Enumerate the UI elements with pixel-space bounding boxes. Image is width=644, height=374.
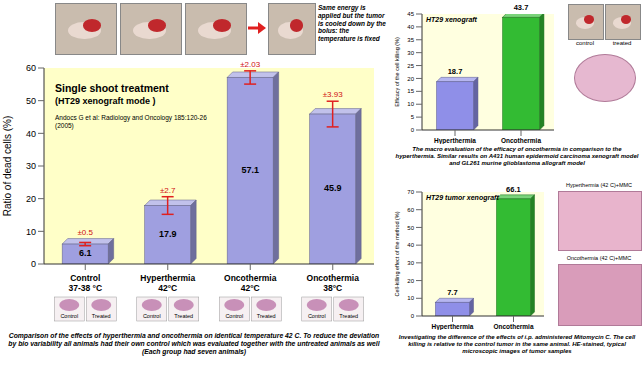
svg-text:66.1: 66.1 [506,185,521,194]
svg-text:Control: Control [60,313,78,319]
html-text:control: control [576,40,594,46]
html-text:Comparison of the effects of h: Comparison of the effects of hyperthermi… [8,332,380,356]
html-text:HT29 xenograft: HT29 xenograft [426,16,477,23]
svg-text:50: 50 [407,225,414,231]
html-text:Hyperthermia (42 C)+MMC: Hyperthermia (42 C)+MMC [565,182,633,188]
svg-text:60: 60 [26,63,36,73]
svg-text:10: 10 [407,295,414,301]
svg-text:40: 40 [407,242,414,248]
svg-text:Treated: Treated [339,313,358,319]
svg-text:25: 25 [407,63,414,69]
svg-text:Hyperthermia: Hyperthermia [434,137,476,144]
svg-text:Oncothermia: Oncothermia [501,137,541,144]
svg-text:70: 70 [407,189,414,195]
svg-text:43.7: 43.7 [514,3,529,12]
svg-text:7.7: 7.7 [447,288,457,297]
svg-text:0: 0 [411,127,415,133]
svg-text:42°C: 42°C [241,283,260,293]
svg-text:10: 10 [26,227,36,237]
svg-text:30: 30 [407,50,414,56]
svg-text:20: 20 [407,278,414,284]
svg-text:57.1: 57.1 [241,165,259,175]
svg-text:Oncothermia: Oncothermia [307,273,360,283]
svg-text:Control: Control [143,313,161,319]
svg-text:45: 45 [407,11,414,17]
svg-text:6.1: 6.1 [79,248,92,258]
svg-text:±0.5: ±0.5 [77,228,93,237]
html-text:Andocs G et al: Radiology and: Andocs G et al: Radiology and Oncology 1… [55,114,207,129]
svg-text:40: 40 [26,129,36,139]
svg-text:Efficacy of the cell killing (: Efficacy of the cell killing (%) [394,37,400,107]
svg-text:30: 30 [407,260,414,266]
html-text:Same energy is applied but the: Same energy is applied but the tumor is … [318,4,386,43]
html-text:HT29 tumor xenograft: HT29 tumor xenograft [426,194,499,201]
svg-text:Control: Control [70,273,100,283]
svg-text:Hyperthermia: Hyperthermia [140,273,195,283]
svg-text:±2.7: ±2.7 [160,186,176,195]
svg-text:45.9: 45.9 [324,183,342,193]
svg-text:42°C: 42°C [158,283,177,293]
svg-text:±3.93: ±3.93 [323,90,344,99]
svg-text:30: 30 [26,161,36,171]
html-text:treated: treated [612,40,632,46]
svg-text:20: 20 [26,194,36,204]
svg-text:Cell-killing effect of the met: Cell-killing effect of the method (%) [394,211,400,296]
svg-text:40: 40 [407,24,414,30]
svg-text:0: 0 [411,313,415,319]
svg-text:±2.03: ±2.03 [240,60,261,69]
svg-text:Control: Control [308,313,326,319]
html-text:(HT29 xenograft mode ): (HT29 xenograft mode ) [55,96,156,106]
html-text:Oncothermia (42 C)+MMC: Oncothermia (42 C)+MMC [566,255,632,261]
svg-text:Treated: Treated [174,313,193,319]
svg-text:38°C: 38°C [323,283,342,293]
svg-text:Oncothermia: Oncothermia [493,323,533,330]
svg-text:50: 50 [26,96,36,106]
html-text:Single shoot treatment: Single shoot treatment [55,82,169,94]
svg-text:Hyperthermia: Hyperthermia [432,323,474,330]
svg-text:20: 20 [407,76,414,82]
html-text:Investigating the difference o: Investigating the difference of the effe… [398,334,636,355]
svg-text:60: 60 [407,207,414,213]
svg-text:37-38 °C: 37-38 °C [68,283,102,293]
svg-text:Oncothermia: Oncothermia [224,273,277,283]
svg-text:17.9: 17.9 [159,229,177,239]
svg-text:0: 0 [31,259,36,269]
svg-text:15: 15 [407,88,414,94]
svg-text:Treated: Treated [257,313,276,319]
html-text:The macro evaluation of the ef: The macro evaluation of the efficacy of … [395,146,639,167]
svg-text:18.7: 18.7 [448,67,463,76]
svg-text:5: 5 [411,114,415,120]
svg-text:Ratio of dead cells (%): Ratio of dead cells (%) [2,116,13,217]
svg-text:Control: Control [225,313,243,319]
svg-text:10: 10 [407,101,414,107]
svg-text:Treated: Treated [92,313,111,319]
svg-text:35: 35 [407,37,414,43]
